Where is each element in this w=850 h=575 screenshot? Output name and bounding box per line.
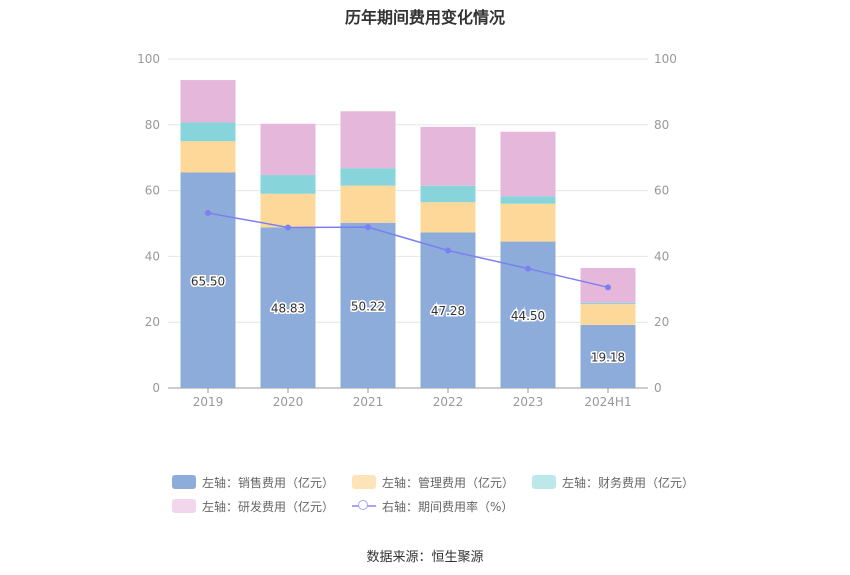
legend-item-expense-ratio[interactable]: 右轴：期间费用率（%） xyxy=(352,498,513,515)
legend-item-admin[interactable]: 左轴：管理费用（亿元） xyxy=(352,474,514,491)
bar-segment-2 xyxy=(420,185,476,203)
bar-segment-3 xyxy=(340,111,396,169)
y-tick-left: 60 xyxy=(145,184,160,198)
y-tick-left: 20 xyxy=(145,315,160,329)
x-tick-label: 2023 xyxy=(513,395,544,409)
legend-row-2: 左轴：研发费用（亿元） 右轴：期间费用率（%） xyxy=(172,496,531,516)
legend-swatch-finance xyxy=(532,475,557,489)
data-label-sales: 48.83 xyxy=(271,302,305,316)
bar-segment-2 xyxy=(500,196,556,204)
bar-segment-0 xyxy=(340,222,396,388)
y-tick-right: 20 xyxy=(654,315,669,329)
x-tick-label: 2024H1 xyxy=(584,395,631,409)
data-label-sales: 44.50 xyxy=(511,309,545,323)
bar-segment-3 xyxy=(260,123,316,176)
bar-segment-0 xyxy=(420,232,476,388)
legend-item-rnd[interactable]: 左轴：研发费用（亿元） xyxy=(172,498,334,515)
bar-segment-1 xyxy=(500,203,556,242)
legend-label-expense-ratio: 右轴：期间费用率（%） xyxy=(382,499,514,514)
line-point xyxy=(445,247,451,254)
bar-segment-2 xyxy=(580,302,636,305)
legend-row-1: 左轴：销售费用（亿元） 左轴：管理费用（亿元） 左轴：财务费用（亿元） xyxy=(172,472,712,492)
bar-segment-2 xyxy=(340,168,396,186)
y-tick-left: 80 xyxy=(145,118,160,132)
legend-line-marker-icon xyxy=(352,499,377,513)
legend-label-sales: 左轴：销售费用（亿元） xyxy=(202,475,335,490)
legend-label-admin: 左轴：管理费用（亿元） xyxy=(382,475,515,490)
bar-segment-0 xyxy=(260,227,316,388)
data-label-sales: 19.18 xyxy=(591,350,625,364)
bar-segment-3 xyxy=(500,131,556,197)
line-point xyxy=(205,209,211,216)
x-tick-label: 2022 xyxy=(433,395,464,409)
legend-item-sales[interactable]: 左轴：销售费用（亿元） xyxy=(172,474,334,491)
y-tick-right: 80 xyxy=(654,118,669,132)
legend-label-rnd: 左轴：研发费用（亿元） xyxy=(202,499,335,514)
bar-segment-1 xyxy=(180,141,236,173)
x-tick-label: 2020 xyxy=(273,395,304,409)
x-tick-label: 2021 xyxy=(353,395,384,409)
legend-label-finance: 左轴：财务费用（亿元） xyxy=(562,475,695,490)
line-point xyxy=(285,224,291,231)
legend-item-finance[interactable]: 左轴：财务费用（亿元） xyxy=(532,474,694,491)
bar-segment-1 xyxy=(580,304,636,325)
bar-segment-0 xyxy=(180,172,236,388)
legend-swatch-admin xyxy=(352,475,377,489)
bar-segment-3 xyxy=(180,80,236,123)
x-tick-label: 2019 xyxy=(193,395,224,409)
y-tick-right: 40 xyxy=(654,249,669,263)
y-tick-left: 100 xyxy=(137,52,160,66)
bar-segment-1 xyxy=(340,185,396,223)
data-label-sales: 50.22 xyxy=(351,299,385,313)
line-point xyxy=(365,224,371,231)
line-point xyxy=(605,284,611,291)
y-tick-right: 0 xyxy=(654,381,662,395)
bar-segment-2 xyxy=(260,175,316,194)
data-source: 数据来源：恒生聚源 xyxy=(366,550,484,565)
y-tick-right: 100 xyxy=(654,52,677,66)
bar-segment-1 xyxy=(420,202,476,233)
line-expense-ratio xyxy=(207,212,609,289)
legend-swatch-rnd xyxy=(172,499,196,513)
data-label-sales: 65.50 xyxy=(191,274,225,288)
bar-segment-1 xyxy=(260,193,316,228)
y-tick-left: 40 xyxy=(145,249,160,263)
bar-segment-3 xyxy=(420,126,476,186)
bar-segment-2 xyxy=(180,122,236,142)
chart-title: 历年期间费用变化情况 xyxy=(344,8,505,27)
data-label-sales: 47.28 xyxy=(431,304,465,318)
line-point xyxy=(525,265,531,272)
legend-swatch-sales xyxy=(172,475,196,489)
y-tick-right: 60 xyxy=(654,184,669,198)
bar-segment-0 xyxy=(580,324,636,388)
y-tick-left: 0 xyxy=(152,381,160,395)
